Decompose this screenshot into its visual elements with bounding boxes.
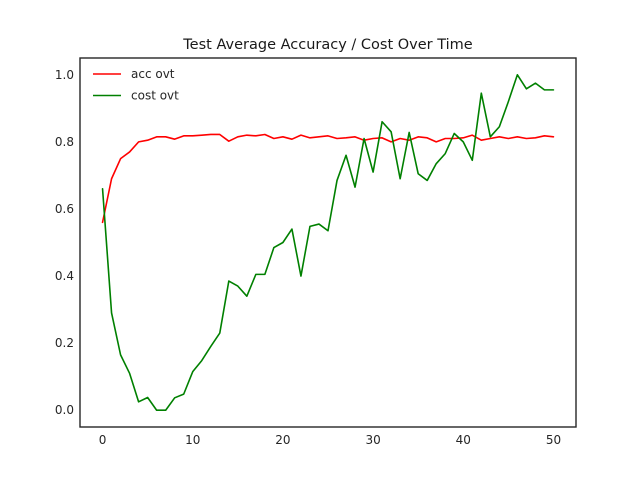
legend: acc ovt cost ovt xyxy=(93,67,179,103)
y-tick-label: 0.4 xyxy=(55,269,74,283)
x-tick-label: 40 xyxy=(456,433,471,447)
series-lines xyxy=(101,73,555,412)
x-tick-label: 20 xyxy=(275,433,290,447)
y-tick-label: 0.0 xyxy=(55,403,74,417)
x-tick-label: 10 xyxy=(185,433,200,447)
x-axis-ticks: 0 10 20 30 40 50 xyxy=(99,433,561,447)
y-tick-label: 0.6 xyxy=(55,202,74,216)
legend-label: acc ovt xyxy=(131,67,175,81)
y-tick-label: 0.2 xyxy=(55,336,74,350)
series-line-cost-ovt xyxy=(101,73,555,412)
legend-label: cost ovt xyxy=(131,89,179,103)
y-tick-label: 1.0 xyxy=(55,68,74,82)
y-tick-label: 0.8 xyxy=(55,135,74,149)
x-tick-label: 0 xyxy=(99,433,107,447)
series-line-acc-ovt xyxy=(101,133,555,224)
x-tick-label: 50 xyxy=(546,433,561,447)
y-axis-ticks: 0.0 0.2 0.4 0.6 0.8 1.0 xyxy=(55,68,74,417)
chart-title: Test Average Accuracy / Cost Over Time xyxy=(182,37,473,53)
plot-area-frame xyxy=(79,57,577,428)
x-tick-label: 30 xyxy=(365,433,380,447)
